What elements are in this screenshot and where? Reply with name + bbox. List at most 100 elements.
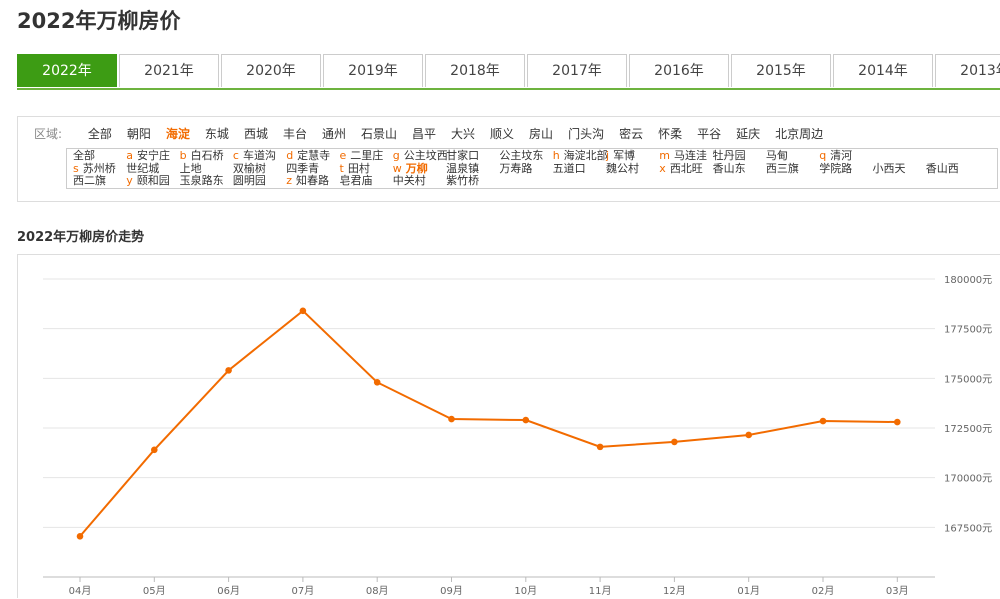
subarea-link[interactable]: q 清河 [819, 149, 852, 163]
subarea-link[interactable]: 五道口 [553, 162, 586, 176]
subarea-label: 白石桥 [190, 149, 224, 162]
subarea-link[interactable]: w 万柳 [393, 162, 428, 176]
index-letter: x [659, 161, 666, 175]
subarea-link[interactable]: 全部 [73, 149, 95, 163]
subarea-link[interactable]: y 颐和园 [126, 174, 170, 188]
subarea-link[interactable]: 四季青 [286, 162, 319, 176]
subarea-row: 全部 a 安宁庄 b 白石桥 c 车道沟 d 定慧寺 e 二里庄 g 公主坟西 甘家口 公主坟东 h 海淀北部 j… [73, 149, 991, 163]
district-link[interactable]: 西城 [243, 127, 268, 141]
subarea-link[interactable]: d 定慧寺 [286, 149, 330, 163]
subarea-link[interactable]: 魏公村 [606, 161, 639, 176]
x-tick-label: 06月 [217, 585, 240, 597]
subarea-link[interactable]: 圆明园 [233, 174, 266, 188]
district-link[interactable]: 平谷 [697, 127, 722, 141]
subarea-link[interactable]: 甘家口 [446, 149, 479, 163]
year-tab[interactable]: 2020年 [221, 54, 321, 87]
subarea-link[interactable]: c 车道沟 [233, 149, 276, 163]
subarea-label: 双榆树 [232, 161, 266, 175]
subarea-link[interactable]: 香山西 [925, 161, 959, 176]
data-point[interactable] [894, 418, 901, 426]
subarea-link[interactable]: 上地 [180, 162, 202, 176]
subarea-link[interactable]: t 田村 [339, 161, 370, 176]
district-link[interactable]: 朝阳 [126, 127, 151, 141]
year-tab[interactable]: 2013年 [935, 54, 1000, 87]
subarea-link[interactable]: 西二旗 [73, 174, 106, 188]
index-letter: q [819, 149, 827, 162]
subarea-label: 世纪城 [126, 161, 160, 175]
district-link[interactable]: 丰台 [282, 127, 307, 141]
data-point[interactable] [596, 443, 604, 451]
district-link[interactable]: 房山 [529, 127, 554, 141]
subarea-link[interactable]: 中关村 [393, 174, 426, 188]
district-link[interactable]: 东城 [204, 127, 229, 141]
subarea-link[interactable]: 学院路 [819, 162, 852, 176]
subarea-link[interactable]: 牡丹园 [712, 149, 746, 163]
subarea-link[interactable]: e 二里庄 [340, 149, 384, 163]
year-tab[interactable]: 2015年 [731, 54, 831, 87]
year-tab[interactable]: 2014年 [833, 54, 933, 87]
district-link[interactable]: 密云 [619, 127, 644, 141]
subarea-link[interactable]: 玉泉路东 [180, 174, 224, 188]
subarea-link[interactable]: 世纪城 [126, 161, 160, 176]
data-point[interactable] [225, 367, 232, 374]
subarea-link[interactable]: 小西天 [873, 162, 906, 176]
subarea-label: 牡丹园 [712, 149, 746, 162]
district-link[interactable]: 石景山 [360, 127, 397, 141]
year-tab[interactable]: 2022年 [17, 54, 117, 87]
subarea-link[interactable]: 皂君庙 [340, 174, 373, 188]
subarea-link[interactable]: j 军博 [606, 149, 635, 163]
subarea-label: 公主坟西 [403, 149, 448, 162]
subarea-link[interactable]: b 白石桥 [180, 149, 224, 163]
index-letter: t [339, 161, 344, 175]
data-point[interactable] [522, 416, 530, 424]
district-link[interactable]: 大兴 [451, 127, 476, 141]
data-point[interactable] [373, 379, 381, 386]
chart-frame: 180000元 177500元 175000元 172500元 170000元 16750… [17, 254, 1000, 598]
subarea-link[interactable]: 紫竹桥 [446, 174, 479, 188]
district-link[interactable]: 延庆 [736, 127, 761, 141]
index-letter: y [126, 174, 133, 187]
subarea-link[interactable]: 西三旗 [766, 162, 799, 176]
data-point[interactable] [819, 417, 827, 425]
subarea-link[interactable]: h 海淀北部 [553, 149, 608, 163]
district-link[interactable]: 昌平 [412, 127, 437, 141]
subarea-link[interactable]: 温泉镇 [446, 162, 479, 176]
subarea-label: 魏公村 [606, 161, 639, 175]
subarea-link[interactable]: 马甸 [766, 149, 788, 163]
subarea-link[interactable]: m 马连洼 [659, 149, 707, 163]
year-tab[interactable]: 2016年 [629, 54, 729, 87]
year-tab[interactable]: 2019年 [323, 54, 423, 87]
subarea-link[interactable]: x 西北旺 [659, 161, 703, 176]
subarea-link[interactable]: 双榆树 [232, 161, 266, 176]
subarea-label: 车道沟 [242, 149, 276, 162]
data-point[interactable] [448, 415, 455, 423]
subarea-label: 知春路 [295, 174, 329, 187]
district-link[interactable]: 北京周边 [775, 127, 824, 141]
subarea-link[interactable]: z 知春路 [286, 174, 329, 188]
district-link[interactable]: 全部 [87, 127, 112, 141]
district-link[interactable]: 顺义 [490, 127, 515, 141]
data-point[interactable] [299, 307, 307, 315]
data-point[interactable] [76, 532, 84, 540]
subarea-link[interactable]: a 安宁庄 [126, 149, 170, 163]
subarea-link[interactable]: s 苏州桥 [73, 162, 116, 176]
year-tab[interactable]: 2021年 [119, 54, 219, 87]
subarea-link[interactable]: g 公主坟西 [393, 149, 448, 163]
data-point[interactable] [671, 438, 678, 446]
subarea-link[interactable]: 万寿路 [499, 162, 532, 176]
district-link[interactable]: 通州 [321, 127, 346, 141]
subarea-label: 二里庄 [350, 149, 384, 162]
data-point[interactable] [745, 431, 752, 439]
district-link[interactable]: 门头沟 [568, 127, 605, 141]
data-point[interactable] [151, 446, 158, 454]
district-link[interactable]: 怀柔 [658, 127, 683, 141]
subarea-link[interactable]: 香山东 [713, 162, 746, 176]
subarea-label: 海淀北部 [563, 149, 608, 162]
year-tab[interactable]: 2017年 [527, 54, 627, 87]
x-tick-label: 09月 [440, 585, 463, 597]
subarea-link[interactable]: 公主坟东 [499, 149, 543, 163]
year-tab[interactable]: 2018年 [425, 54, 525, 87]
subarea-label: 香山西 [925, 161, 959, 175]
district-link[interactable]: 海淀 [165, 127, 190, 141]
y-tick-label: 180000元 [944, 275, 992, 286]
